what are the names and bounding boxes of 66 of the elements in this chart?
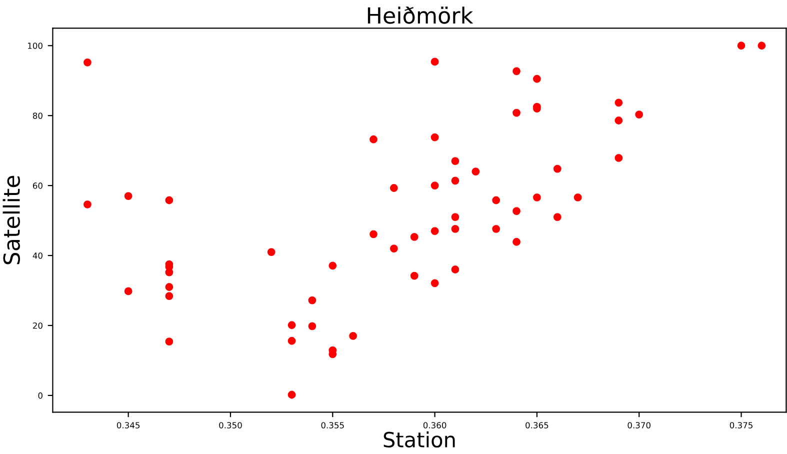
y-tick-label: 100 (28, 42, 42, 49)
point (370, 135, 378, 144)
point (614, 116, 623, 124)
point (328, 262, 337, 270)
y-axis-title: Satellite (2, 176, 20, 264)
point (492, 196, 500, 204)
point (758, 42, 766, 50)
point (492, 224, 500, 233)
point (165, 292, 174, 300)
point (84, 58, 92, 66)
point (430, 182, 439, 190)
point (124, 192, 132, 200)
point (512, 238, 520, 246)
point (635, 110, 644, 118)
point (737, 42, 746, 50)
point (430, 133, 439, 142)
point (614, 154, 623, 162)
x-tick-label: 0.375 (730, 422, 752, 428)
point (390, 244, 398, 252)
x-tick-label: 0.360 (423, 422, 446, 428)
point (308, 296, 316, 304)
point (533, 74, 541, 83)
point (390, 184, 398, 192)
y-tick-label: 0 (38, 392, 42, 399)
point (553, 164, 562, 173)
point (451, 224, 460, 233)
point (288, 390, 296, 399)
point (451, 157, 460, 166)
point (410, 233, 418, 241)
point (574, 194, 582, 202)
point (370, 230, 378, 238)
point (472, 168, 480, 176)
point (512, 207, 520, 216)
y-tick-label: 80 (32, 112, 42, 119)
point (430, 58, 439, 66)
point (84, 200, 92, 208)
x-tick-label: 0.365 (526, 422, 548, 428)
point (349, 332, 358, 340)
point (533, 194, 541, 202)
x-tick-label: 0.355 (321, 422, 344, 428)
point (165, 196, 174, 204)
point (267, 248, 276, 256)
chart-title: Heiðmörk (368, 6, 474, 24)
x-tick-label: 0.345 (116, 422, 140, 428)
point (124, 287, 132, 296)
y-tick-label: 40 (32, 252, 42, 259)
x-tick-label: 0.370 (628, 422, 650, 428)
point (451, 176, 460, 185)
point (165, 338, 174, 346)
point (512, 108, 520, 117)
point (288, 336, 296, 345)
point (614, 98, 623, 107)
point (553, 213, 562, 221)
point (165, 283, 174, 291)
x-axis-title: Station (384, 431, 455, 448)
y-tick-label: 60 (32, 182, 42, 189)
point (451, 213, 460, 221)
y-tick-label: 20 (33, 322, 42, 329)
point (308, 322, 316, 330)
point (430, 279, 439, 288)
point (451, 266, 460, 274)
point (430, 227, 439, 235)
point (512, 67, 520, 76)
x-tick-label: 0.350 (219, 422, 242, 428)
point (288, 321, 296, 330)
point (410, 272, 418, 280)
